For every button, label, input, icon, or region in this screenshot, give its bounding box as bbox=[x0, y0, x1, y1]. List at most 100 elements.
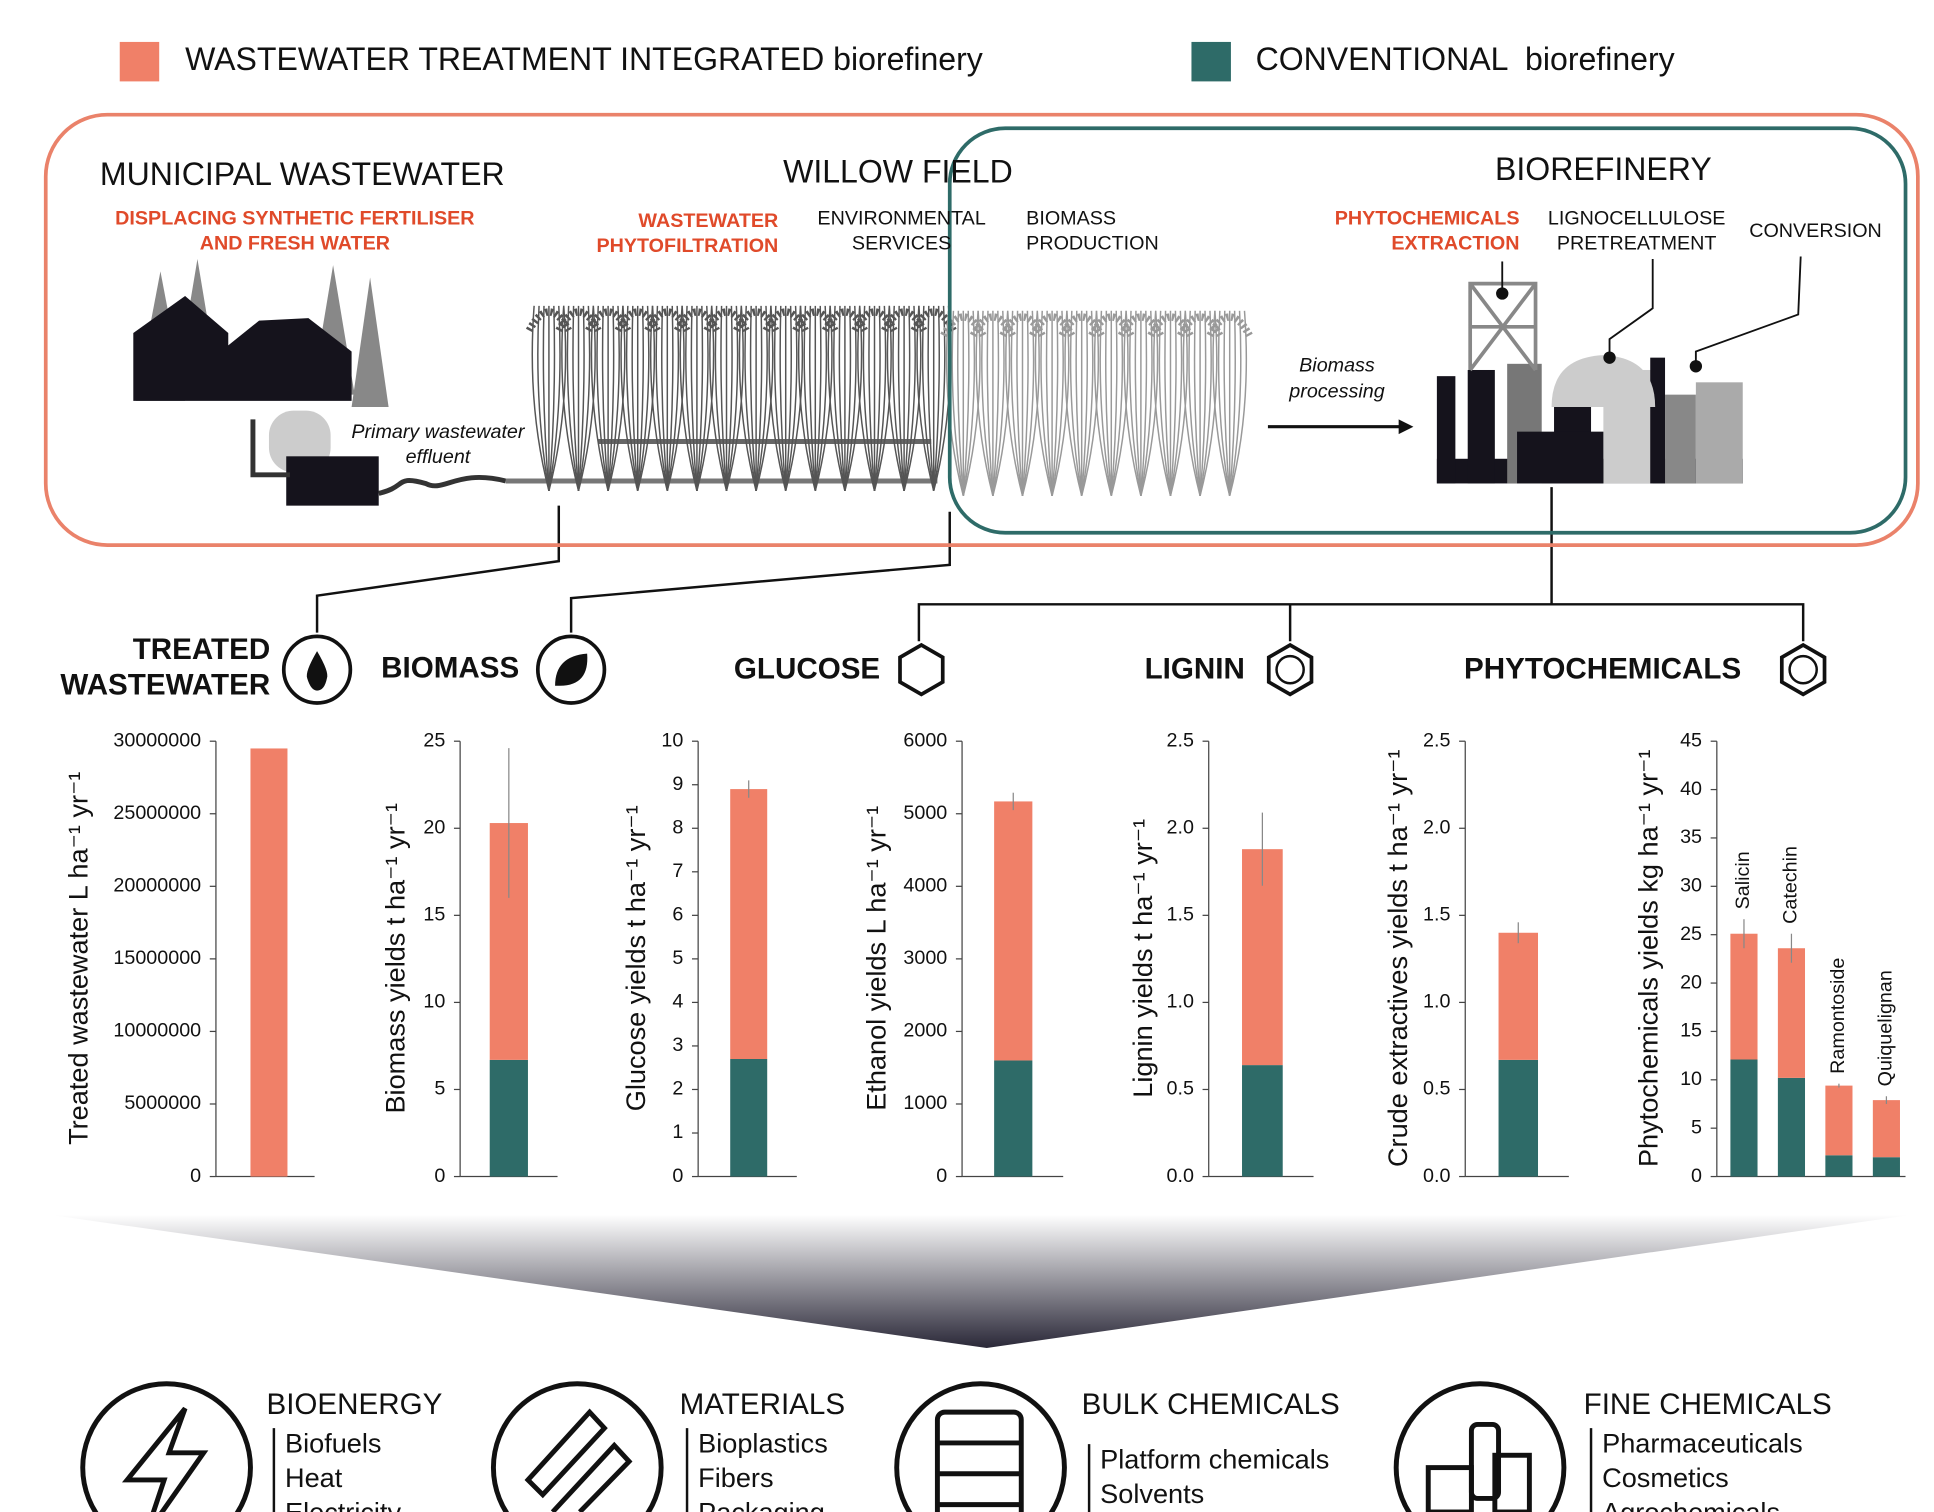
y-axis-label: Lignin yields t ha⁻¹ yr⁻¹ bbox=[1127, 819, 1158, 1098]
factory-part bbox=[1436, 376, 1456, 484]
willow-stem bbox=[868, 305, 876, 491]
note: effluent bbox=[406, 446, 472, 468]
app-icon bbox=[80, 1381, 253, 1512]
willow-stem bbox=[784, 305, 792, 491]
willow-stem bbox=[1158, 310, 1172, 496]
willow-stem bbox=[631, 305, 639, 491]
app-item: Solvents bbox=[1100, 1478, 1204, 1509]
integrated-frame bbox=[43, 112, 1920, 547]
y-tick-label: 3 bbox=[672, 1034, 683, 1056]
y-tick-label: 0.0 bbox=[1423, 1165, 1450, 1187]
y-tick-label: 2000 bbox=[903, 1020, 947, 1042]
y-tick-label: 0 bbox=[672, 1165, 683, 1187]
willow-stem bbox=[1064, 310, 1083, 496]
willow-stem bbox=[596, 305, 609, 491]
y-tick-label: 5 bbox=[672, 947, 683, 969]
willow-stem bbox=[690, 305, 698, 491]
y-tick-label: 40 bbox=[1680, 778, 1702, 800]
willow-stem bbox=[1223, 310, 1231, 496]
willow-stem bbox=[577, 305, 585, 491]
section-title: MUNICIPAL WASTEWATER bbox=[100, 156, 505, 192]
y-tick-label: 4000 bbox=[903, 875, 947, 897]
willow-stem bbox=[1199, 310, 1207, 496]
willow-stem bbox=[720, 305, 728, 491]
willow-stem bbox=[1169, 310, 1177, 496]
y-tick-label: 0.5 bbox=[1167, 1078, 1194, 1100]
willow-stem bbox=[873, 305, 881, 491]
app-item: Cosmetics bbox=[1602, 1462, 1729, 1493]
product-title: WASTEWATER bbox=[60, 669, 270, 702]
y-tick-label: 7 bbox=[672, 860, 683, 882]
willow-stem bbox=[685, 305, 698, 491]
willow-stem bbox=[1040, 310, 1053, 496]
willow-stem bbox=[1105, 310, 1113, 496]
willow-stem bbox=[531, 305, 550, 492]
willow-stem bbox=[1005, 310, 1024, 496]
callout-dot bbox=[1603, 351, 1616, 364]
willow-stem bbox=[886, 305, 905, 492]
product-title: PHYTOCHEMICALS bbox=[1464, 653, 1741, 686]
y-tick-label: 25 bbox=[423, 729, 445, 751]
app-title: MATERIALS bbox=[680, 1388, 845, 1421]
willow-stem bbox=[620, 305, 639, 492]
note: PRODUCTION bbox=[1026, 232, 1159, 254]
product-title: TREATED bbox=[133, 633, 270, 666]
willow-crown bbox=[940, 313, 987, 338]
bar-segment bbox=[1498, 932, 1539, 1060]
y-tick-label: 2.5 bbox=[1167, 729, 1194, 751]
willow-crown bbox=[1206, 313, 1253, 338]
icon bbox=[1779, 642, 1827, 697]
willow-crown bbox=[644, 308, 691, 333]
bar-segment bbox=[730, 1059, 768, 1177]
note: PHYTOFILTRATION bbox=[596, 235, 778, 257]
note: Primary wastewater bbox=[351, 421, 526, 443]
willow-stem bbox=[601, 305, 609, 491]
willow-stem bbox=[1045, 310, 1053, 496]
bar-segment bbox=[994, 801, 1033, 1061]
willow-stem bbox=[862, 305, 876, 491]
connector bbox=[569, 511, 951, 633]
bar-segment bbox=[1872, 1157, 1900, 1177]
willow-stem bbox=[768, 305, 787, 492]
willow-stem bbox=[744, 305, 757, 491]
willow-stem bbox=[1075, 310, 1083, 496]
funnel bbox=[49, 1214, 1912, 1348]
app-item: Pharmaceuticals bbox=[1602, 1428, 1803, 1459]
y-tick-label: 25 bbox=[1680, 923, 1702, 945]
willow-stem bbox=[625, 305, 639, 491]
y-tick-label: 3000 bbox=[903, 947, 947, 969]
willow-stem bbox=[857, 305, 876, 492]
willow-crown bbox=[703, 308, 750, 333]
willow-crown bbox=[851, 308, 898, 333]
willow-stem bbox=[892, 305, 905, 491]
bar-segment bbox=[994, 1060, 1033, 1177]
willow-crown bbox=[1117, 313, 1164, 338]
y-tick-label: 30000000 bbox=[113, 729, 201, 751]
willow-crown bbox=[1147, 313, 1194, 338]
y-tick-label: 0.0 bbox=[1167, 1165, 1194, 1187]
connector bbox=[315, 505, 561, 633]
willow-stem bbox=[1069, 310, 1083, 496]
willow-crown bbox=[1058, 313, 1105, 338]
willow-stem bbox=[921, 305, 935, 491]
y-tick-label: 0.5 bbox=[1423, 1078, 1450, 1100]
category-label: Salicin bbox=[1732, 851, 1754, 909]
app-item: Biofuels bbox=[285, 1428, 382, 1459]
note: SERVICES bbox=[852, 232, 951, 254]
bar-segment bbox=[1730, 933, 1758, 1060]
willow-crown bbox=[585, 308, 632, 333]
y-tick-label: 9 bbox=[672, 773, 683, 795]
willow-stem bbox=[566, 305, 580, 491]
y-tick-label: 1.5 bbox=[1423, 904, 1450, 926]
category-label: Quiquelignan bbox=[1875, 970, 1897, 1086]
factory-part bbox=[1467, 369, 1495, 484]
tree bbox=[351, 277, 389, 407]
callout bbox=[1694, 256, 1802, 367]
app-icon bbox=[1492, 1452, 1532, 1512]
y-tick-label: 0 bbox=[434, 1165, 445, 1187]
note: AND FRESH WATER bbox=[200, 232, 390, 254]
note: DISPLACING SYNTHETIC FERTILISER bbox=[115, 208, 474, 230]
willow-stem bbox=[1080, 310, 1088, 496]
y-axis-label: Phytochemicals yields kg ha⁻¹ yr⁻¹ bbox=[1632, 749, 1663, 1167]
